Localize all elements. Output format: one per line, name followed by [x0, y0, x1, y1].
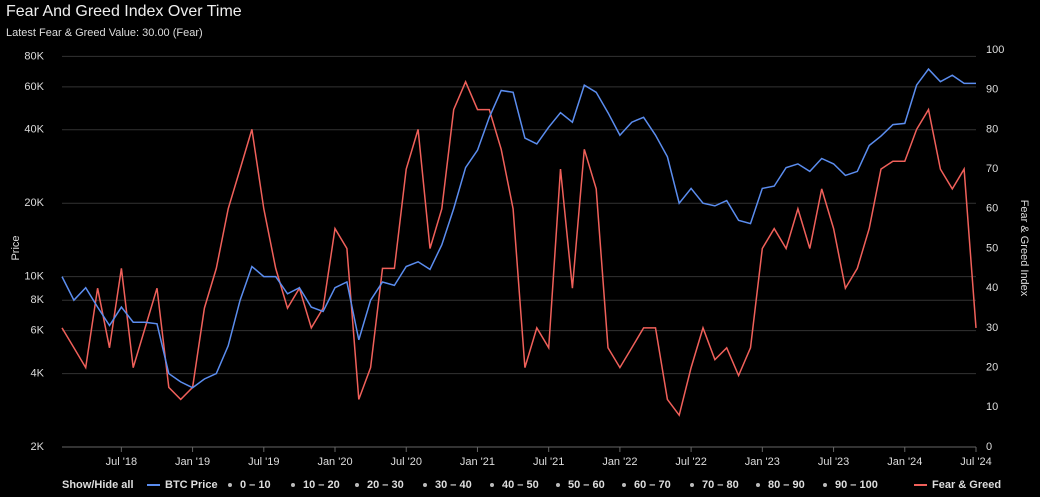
- legend-dot: [690, 483, 694, 487]
- y-tick-label: 8K: [31, 294, 45, 306]
- legend-label[interactable]: 60 – 70: [634, 479, 671, 491]
- legend-label[interactable]: 30 – 40: [435, 479, 472, 491]
- y2-tick-label: 60: [986, 203, 998, 215]
- y2-tick-label: 30: [986, 322, 998, 334]
- legend-label[interactable]: 90 – 100: [835, 479, 878, 491]
- legend-dot: [823, 483, 827, 487]
- legend-label[interactable]: Fear & Greed: [932, 479, 1001, 491]
- legend-dot: [423, 483, 427, 487]
- y-tick-label: 80K: [24, 50, 44, 62]
- legend-label[interactable]: BTC Price: [165, 479, 218, 491]
- y2-tick-label: 50: [986, 242, 998, 254]
- legend-dot: [756, 483, 760, 487]
- chart-title: Fear And Greed Index Over Time: [6, 3, 242, 20]
- x-tick-label: Jul '20: [391, 456, 422, 468]
- legend-label[interactable]: 50 – 60: [568, 479, 605, 491]
- x-tick-label: Jan '21: [460, 456, 495, 468]
- x-tick-label: Jul '21: [533, 456, 564, 468]
- y2-tick-label: 100: [986, 44, 1004, 56]
- y2-tick-label: 0: [986, 441, 992, 453]
- legend-dot: [622, 483, 626, 487]
- legend-dot: [291, 483, 295, 487]
- legend-label[interactable]: 70 – 80: [702, 479, 739, 491]
- legend-toggle[interactable]: Show/Hide all: [62, 479, 134, 491]
- legend-dot: [355, 483, 359, 487]
- y-tick-label: 2K: [31, 441, 45, 453]
- x-tick-label: Jan '23: [745, 456, 780, 468]
- legend-label[interactable]: 0 – 10: [240, 479, 271, 491]
- y-tick-label: 20K: [24, 197, 44, 209]
- y2-tick-label: 20: [986, 362, 998, 374]
- legend-dot: [490, 483, 494, 487]
- y-tick-label: 40K: [24, 124, 44, 136]
- y-tick-label: 4K: [31, 368, 45, 380]
- x-tick-label: Jan '22: [602, 456, 637, 468]
- x-tick-label: Jul '24: [960, 456, 991, 468]
- legend-label[interactable]: 10 – 20: [303, 479, 340, 491]
- y-axis-title: Price: [10, 235, 22, 260]
- x-tick-label: Jul '22: [675, 456, 706, 468]
- series-line: [61, 79, 977, 417]
- series-line: [61, 67, 976, 389]
- chart-subtitle: Latest Fear & Greed Value: 30.00 (Fear): [6, 27, 203, 39]
- x-tick-label: Jul '18: [106, 456, 137, 468]
- y2-tick-label: 40: [986, 282, 998, 294]
- x-tick-label: Jan '24: [887, 456, 922, 468]
- legend-label[interactable]: 80 – 90: [768, 479, 805, 491]
- y-tick-label: 60K: [24, 81, 44, 93]
- y2-tick-label: 10: [986, 401, 998, 413]
- y-tick-label: 6K: [31, 325, 45, 337]
- y2-tick-label: 90: [986, 84, 998, 96]
- y2-tick-label: 80: [986, 123, 998, 135]
- legend-label[interactable]: 20 – 30: [367, 479, 404, 491]
- y-tick-label: 10K: [24, 270, 44, 282]
- x-tick-label: Jan '20: [317, 456, 352, 468]
- legend-dot: [556, 483, 560, 487]
- x-tick-label: Jul '19: [248, 456, 279, 468]
- legend-dot: [228, 483, 232, 487]
- x-tick-label: Jul '23: [818, 456, 849, 468]
- y2-axis-title: Fear & Greed Index: [1018, 200, 1030, 297]
- y2-tick-label: 70: [986, 163, 998, 175]
- x-tick-label: Jan '19: [175, 456, 210, 468]
- legend-label[interactable]: 40 – 50: [502, 479, 539, 491]
